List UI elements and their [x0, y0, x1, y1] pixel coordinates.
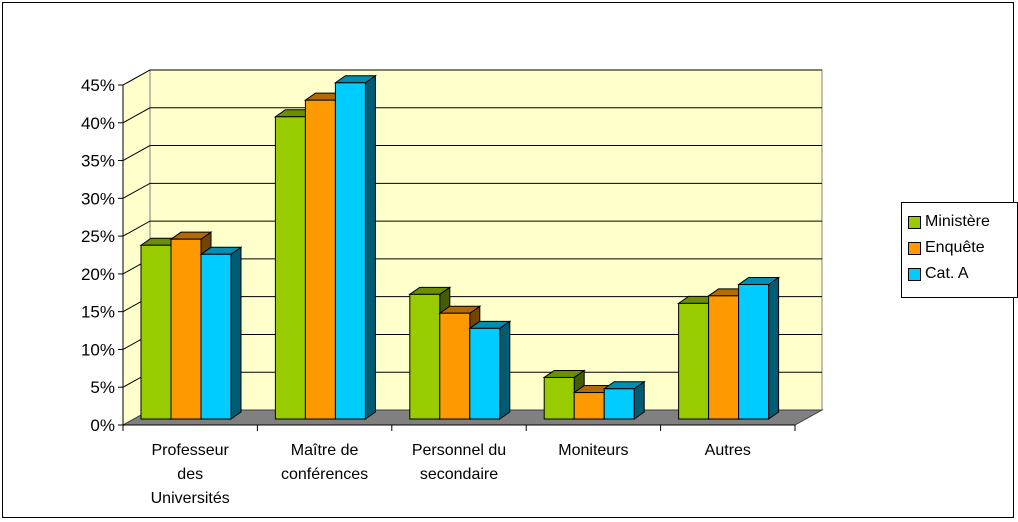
legend-label-enquete: Enquête — [925, 239, 985, 256]
x-category-label: Moniteurs — [558, 442, 628, 459]
bar-minist-re-4 — [542, 369, 586, 420]
chart-legend: Ministère Enquête Cat. A — [901, 202, 1018, 298]
bar-cat-a-1 — [199, 246, 243, 420]
legend-swatch-ministere — [908, 215, 921, 229]
x-category-label: Personnel du secondaire — [412, 442, 506, 483]
bar-cat-a-4 — [602, 380, 646, 420]
y-tick-label: 20% — [81, 265, 115, 284]
bar-cat-a-3 — [468, 320, 512, 420]
gridline — [122, 69, 822, 86]
bar-cat-a-5 — [737, 276, 781, 420]
gridline — [122, 220, 822, 237]
y-tick-label: 25% — [81, 227, 115, 246]
x-category-label: Autres — [705, 442, 751, 459]
legend-label-cat-a: Cat. A — [925, 265, 969, 282]
gridline — [122, 145, 822, 161]
x-category-label: Maître de conférences — [281, 442, 368, 483]
x-category-label: Professeur des Universités — [151, 442, 230, 507]
gridline — [122, 182, 822, 199]
legend-item-cat-a: Cat. A — [908, 261, 1017, 287]
y-tick-label: 15% — [81, 303, 115, 322]
y-tick-label: 0% — [90, 416, 115, 435]
y-tick-label: 5% — [90, 378, 115, 397]
y-tick-label: 10% — [81, 340, 115, 359]
legend-label-ministere: Ministère — [925, 213, 990, 230]
bar-cat-a-2 — [333, 74, 377, 420]
legend-swatch-enquete — [908, 241, 921, 255]
legend-item-enquete: Enquête — [908, 235, 1017, 261]
gridline — [122, 107, 822, 124]
y-tick-label: 30% — [81, 189, 115, 208]
y-tick-label: 45% — [81, 76, 115, 95]
legend-swatch-cat-a — [908, 267, 921, 281]
y-tick-label: 40% — [81, 114, 115, 133]
y-tick-label: 35% — [81, 152, 115, 171]
legend-item-ministere: Ministère — [908, 209, 1017, 235]
